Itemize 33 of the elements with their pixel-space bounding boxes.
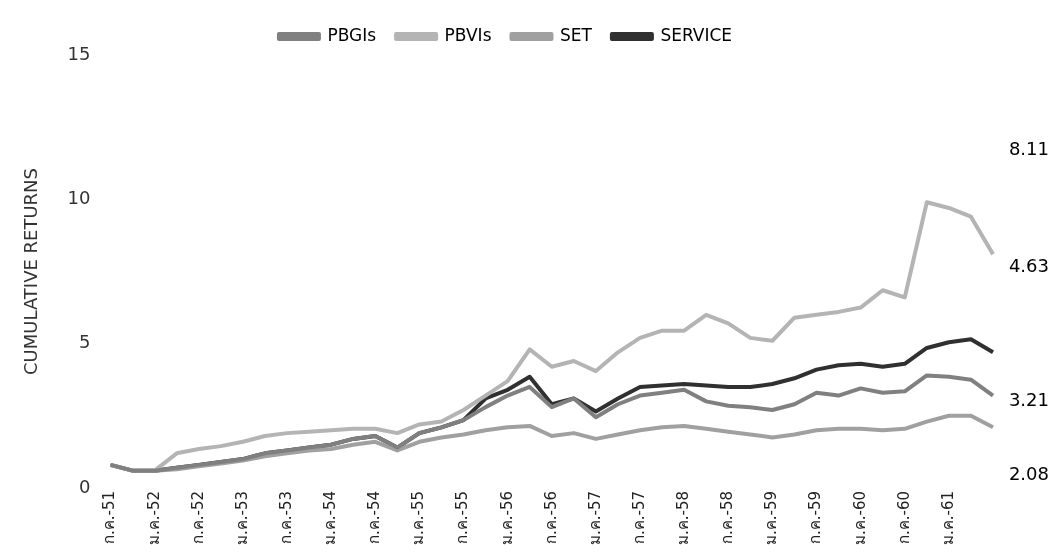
x-tick-label: ก.ค.-60 bbox=[894, 490, 913, 545]
x-tick-label: ก.ค.-56 bbox=[541, 490, 560, 545]
x-tick-label: ก.ค.-57 bbox=[629, 490, 648, 545]
x-tick-label: ก.ค.-53 bbox=[276, 490, 295, 545]
legend-label: SET bbox=[559, 24, 593, 45]
y-axis-title: CUMULATIVE RETURNS bbox=[20, 168, 42, 375]
x-tick-label: ก.ค.-55 bbox=[453, 490, 472, 545]
legend-label: PBVIs bbox=[444, 24, 492, 45]
x-tick-label: ม.ค.-54 bbox=[321, 490, 340, 546]
text: 2.08 bbox=[1008, 462, 1049, 484]
legend-label: PBGIs bbox=[327, 24, 377, 45]
x-tick-label: ก.ค.-52 bbox=[188, 490, 207, 545]
x-tick-label: ม.ค.-55 bbox=[409, 490, 428, 546]
x-tick-label: ม.ค.-58 bbox=[674, 490, 693, 546]
x-tick-label: ก.ค.-58 bbox=[718, 490, 737, 545]
x-tick-label: ม.ค.-61 bbox=[938, 490, 957, 546]
legend-label: SERVICE bbox=[660, 24, 733, 45]
y-tick-label: 5 bbox=[79, 331, 91, 353]
x-tick-label: ก.ค.-54 bbox=[365, 490, 384, 545]
y-tick-label: 15 bbox=[67, 42, 91, 64]
x-tick-label: ก.ค.-59 bbox=[806, 490, 825, 545]
y-tick-label: 10 bbox=[67, 186, 91, 208]
x-tick-label: ม.ค.-56 bbox=[497, 490, 516, 546]
x-tick-label: ม.ค.-59 bbox=[762, 490, 781, 546]
x-tick-label: ก.ค.-51 bbox=[100, 490, 119, 545]
text: 3.21 bbox=[1008, 389, 1049, 411]
y-tick-label: 0 bbox=[79, 475, 91, 497]
x-tick-label: ม.ค.-53 bbox=[232, 490, 251, 546]
text: 4.63 bbox=[1008, 254, 1049, 276]
x-tick-label: ม.ค.-60 bbox=[850, 490, 869, 546]
x-tick-label: ม.ค.-52 bbox=[144, 490, 163, 546]
x-tick-label: ม.ค.-57 bbox=[585, 490, 604, 546]
text: 8.11 bbox=[1008, 137, 1049, 159]
